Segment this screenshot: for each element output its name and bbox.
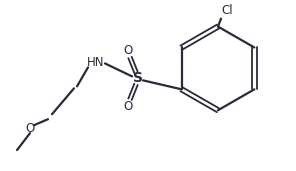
Text: O: O <box>25 122 35 135</box>
Text: S: S <box>133 71 143 85</box>
Text: HN: HN <box>87 56 105 69</box>
Text: O: O <box>123 44 133 57</box>
Text: Cl: Cl <box>221 4 233 17</box>
Text: O: O <box>123 100 133 113</box>
